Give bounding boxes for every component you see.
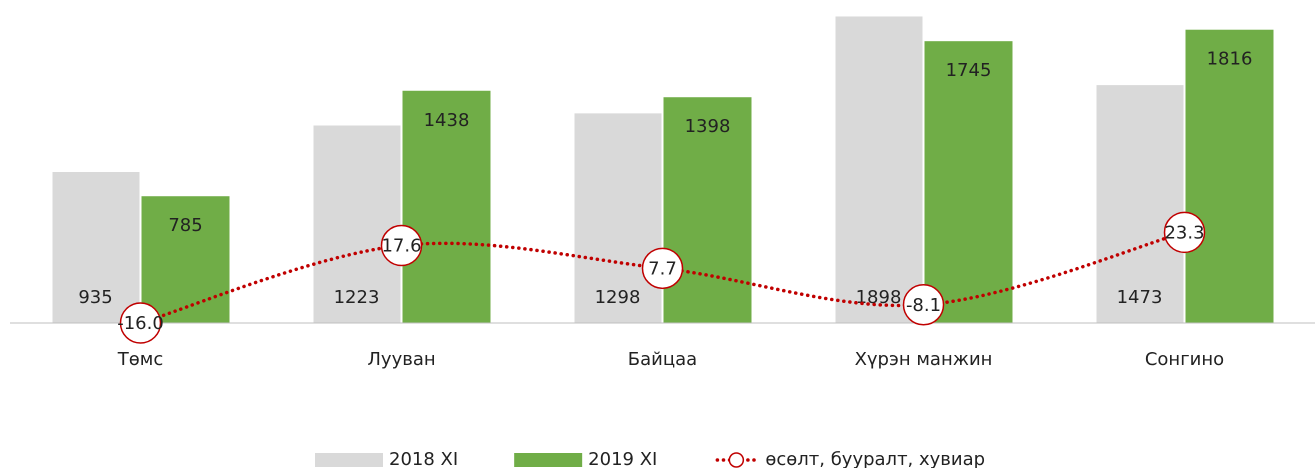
data-label: 1816 xyxy=(1207,49,1253,70)
marker xyxy=(641,247,684,290)
x-tick-label: Лууван xyxy=(367,349,435,370)
bar xyxy=(574,113,662,323)
marker xyxy=(1163,211,1206,254)
marker xyxy=(119,302,162,344)
data-label: -8.1 xyxy=(906,295,941,316)
data-label: 1473 xyxy=(1117,287,1163,308)
data-label: 1398 xyxy=(685,116,731,137)
data-label: 1438 xyxy=(424,110,470,131)
data-label: 1745 xyxy=(946,60,992,81)
bar xyxy=(402,90,491,323)
data-label: 7.7 xyxy=(648,258,677,279)
data-label: -16.0 xyxy=(117,313,164,334)
bar xyxy=(313,125,401,323)
legend-label: өсөлт, бууралт, хувиар xyxy=(765,449,985,468)
legend-label: 2019 XI xyxy=(588,449,657,468)
data-label: 17.6 xyxy=(381,235,421,256)
legend-swatch xyxy=(315,453,383,467)
legend-label: 2018 XI xyxy=(389,449,458,468)
bar xyxy=(1185,29,1274,323)
data-label: 23.3 xyxy=(1164,222,1204,243)
data-label: 1298 xyxy=(595,287,641,308)
legend-swatch xyxy=(728,452,745,468)
bar xyxy=(835,16,923,324)
data-label: 935 xyxy=(78,287,112,308)
legend-swatch xyxy=(514,453,583,467)
bar xyxy=(52,171,140,323)
x-tick-label: Сонгино xyxy=(1145,349,1224,370)
data-label: 785 xyxy=(168,215,202,236)
bar xyxy=(924,41,1013,324)
bar xyxy=(663,97,752,324)
x-tick-label: Байцаа xyxy=(628,349,697,370)
marker xyxy=(380,224,423,267)
bar xyxy=(1096,85,1184,323)
x-tick-label: Төмс xyxy=(117,349,163,370)
x-tick-label: Хүрэн манжин xyxy=(855,349,993,370)
bar xyxy=(141,196,230,323)
marker xyxy=(902,284,945,326)
data-label: 1223 xyxy=(334,287,380,308)
